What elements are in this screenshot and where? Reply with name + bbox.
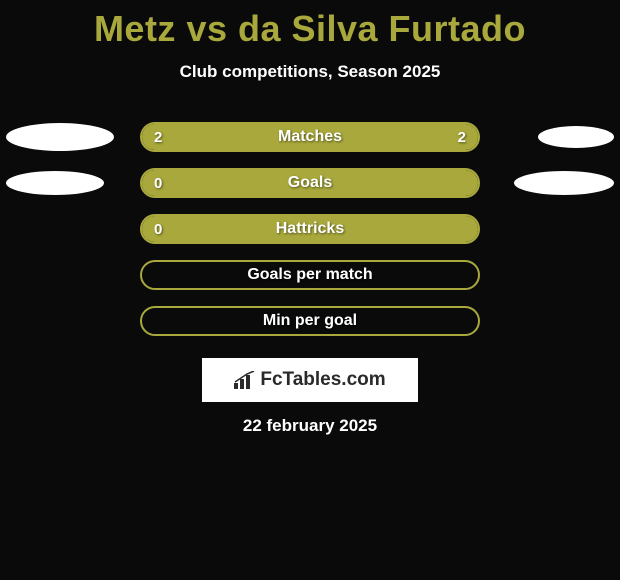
right-ellipse — [514, 171, 614, 195]
bar-value-right — [454, 170, 478, 196]
bar-chart-icon — [234, 371, 256, 389]
stat-rows: 2 Matches 2 0 Goals 0 Hattricks — [0, 114, 620, 344]
stat-row: 2 Matches 2 — [0, 114, 620, 160]
bar-label: Min per goal — [142, 308, 478, 334]
stat-row: 0 Hattricks — [0, 206, 620, 252]
bar-value-right — [454, 308, 478, 334]
stat-row: Goals per match — [0, 252, 620, 298]
bar-value-right — [454, 216, 478, 242]
right-ellipse — [538, 126, 614, 148]
stat-row: 0 Goals — [0, 160, 620, 206]
logo: FcTables.com — [234, 369, 385, 391]
stat-bar: Goals per match — [140, 260, 480, 290]
left-ellipse — [6, 171, 104, 195]
stat-row: Min per goal — [0, 298, 620, 344]
page-title: Metz vs da Silva Furtado — [0, 0, 620, 50]
date-text: 22 february 2025 — [0, 416, 620, 436]
logo-box: FcTables.com — [202, 358, 418, 402]
bar-label: Hattricks — [142, 216, 478, 242]
stat-bar: 0 Goals — [140, 168, 480, 198]
logo-text: FcTables.com — [260, 369, 385, 391]
bar-label: Goals per match — [142, 262, 478, 288]
left-ellipse — [6, 123, 114, 151]
stat-bar: Min per goal — [140, 306, 480, 336]
bar-value-right — [454, 262, 478, 288]
page-subtitle: Club competitions, Season 2025 — [0, 62, 620, 82]
bar-value-right: 2 — [446, 124, 478, 150]
bar-label: Goals — [142, 170, 478, 196]
bar-label: Matches — [142, 124, 478, 150]
stat-bar: 0 Hattricks — [140, 214, 480, 244]
stat-bar: 2 Matches 2 — [140, 122, 480, 152]
